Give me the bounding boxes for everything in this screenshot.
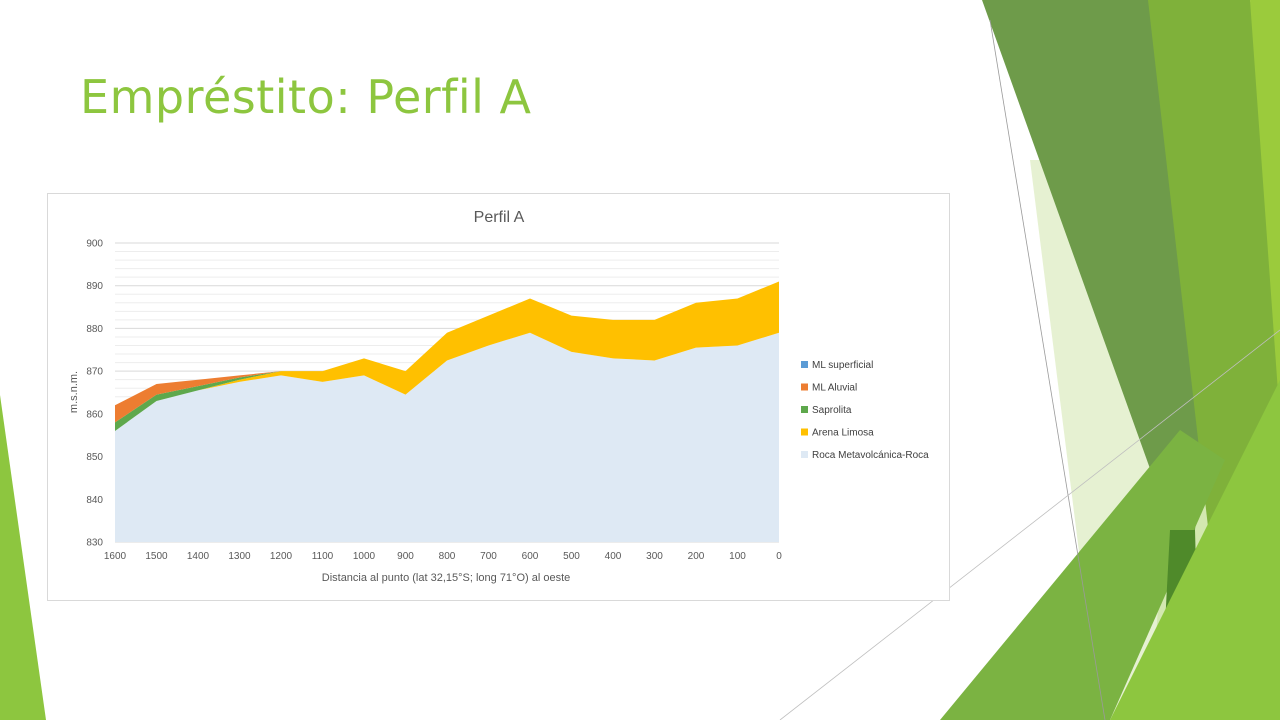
y-axis-title: m.s.n.m. xyxy=(68,371,80,413)
legend-label: Arena Limosa xyxy=(812,428,874,439)
legend-swatch xyxy=(801,451,808,458)
legend-label: Roca Metavolcánica-Roca xyxy=(812,450,929,461)
y-axis-ticks: 830 840 850 860 870 880 890 900 xyxy=(86,239,103,549)
y-tick-label: 850 xyxy=(86,452,103,463)
y-tick-label: 900 xyxy=(86,239,103,250)
chart-title: Perfil A xyxy=(474,209,525,226)
x-tick-label: 1500 xyxy=(145,551,168,562)
x-tick-label: 0 xyxy=(776,551,782,562)
x-tick-label: 200 xyxy=(688,551,705,562)
y-tick-label: 830 xyxy=(86,538,103,549)
slide-title: Empréstito: Perfil A xyxy=(80,70,532,124)
x-tick-label: 1300 xyxy=(228,551,251,562)
x-tick-label: 600 xyxy=(522,551,539,562)
legend-swatch xyxy=(801,428,808,436)
legend-item: Arena Limosa xyxy=(801,428,874,439)
x-axis-title: Distancia al punto (lat 32,15°S; long 71… xyxy=(322,572,571,584)
x-tick-label: 100 xyxy=(729,551,746,562)
chart-container[interactable]: Perfil A 830 840 850 860 870 880 890 900 1600 15… xyxy=(47,193,950,601)
legend-item: ML Aluvial xyxy=(801,383,857,394)
legend-item: Roca Metavolcánica-Roca xyxy=(801,450,929,461)
y-tick-label: 840 xyxy=(86,495,103,506)
chart-legend: ML superficial ML Aluvial Saprolita Arena L… xyxy=(801,360,929,461)
right-bright-facet xyxy=(1250,0,1280,420)
x-tick-label: 500 xyxy=(563,551,580,562)
perfil-chart: Perfil A 830 840 850 860 870 880 890 900 1600 15… xyxy=(68,209,929,584)
x-tick-label: 300 xyxy=(646,551,663,562)
x-tick-label: 1400 xyxy=(187,551,210,562)
thin-bottom-line xyxy=(779,329,1280,720)
x-tick-label: 1000 xyxy=(353,551,376,562)
thin-diagonal-line xyxy=(989,19,1106,720)
legend-label: Saprolita xyxy=(812,405,852,416)
x-tick-label: 900 xyxy=(397,551,414,562)
legend-label: ML Aluvial xyxy=(812,383,857,394)
x-tick-label: 800 xyxy=(439,551,456,562)
left-green-stripe xyxy=(0,395,46,720)
x-axis-ticks: 1600 1500 1400 1300 1200 1100 1000 900 800 700 600… xyxy=(104,551,782,562)
x-tick-label: 1200 xyxy=(270,551,293,562)
area-roca-metavolc-nica-roca xyxy=(115,332,779,542)
legend-swatch xyxy=(801,361,808,368)
y-tick-label: 890 xyxy=(86,281,103,292)
bottom-right-facet xyxy=(1110,380,1280,720)
legend-item: ML superficial xyxy=(801,360,873,371)
legend-label: ML superficial xyxy=(812,360,873,371)
legend-item: Saprolita xyxy=(801,405,852,416)
x-tick-label: 1600 xyxy=(104,551,127,562)
x-tick-label: 1100 xyxy=(312,551,334,562)
area-arena-limosa xyxy=(115,281,779,431)
x-tick-label: 400 xyxy=(605,551,622,562)
y-tick-label: 860 xyxy=(86,409,103,420)
legend-swatch xyxy=(801,406,808,413)
x-tick-label: 700 xyxy=(480,551,497,562)
bottom-green-facet xyxy=(940,430,1225,720)
y-tick-label: 880 xyxy=(86,324,103,335)
y-tick-label: 870 xyxy=(86,367,103,378)
area-layers xyxy=(115,281,779,542)
legend-swatch xyxy=(801,383,808,391)
